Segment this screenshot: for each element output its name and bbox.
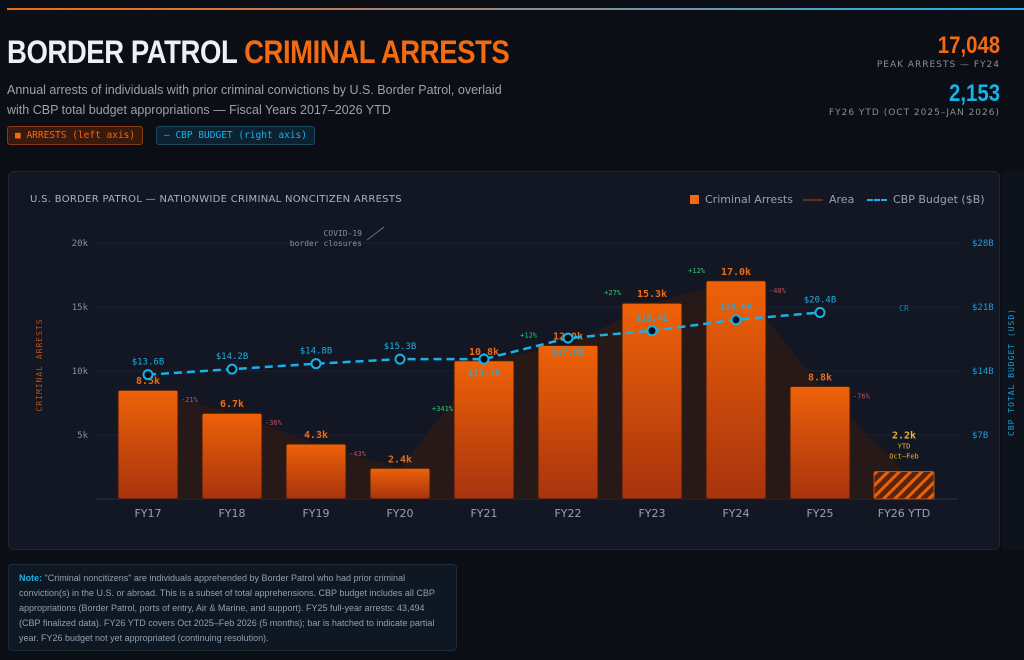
budget-point: [226, 363, 238, 375]
budget-point: [562, 332, 574, 344]
bar-value-label: 2.2k: [892, 430, 916, 441]
bar-fy19: [285, 443, 347, 500]
page-title: BORDER PATROL CRIMINAL ARRESTS: [7, 34, 510, 70]
x-tick-label: FY22: [554, 507, 581, 520]
budget-point: [478, 353, 490, 365]
change-label: +27%: [604, 289, 622, 297]
chart-title: U.S. BORDER PATROL — NATIONWIDE CRIMINAL…: [30, 194, 402, 205]
bar-fy23: [621, 302, 683, 500]
ytd-stat: 2,153 FY26 YTD (OCT 2025–JAN 2026): [828, 80, 1000, 118]
y-tick-label: 15k: [72, 303, 89, 313]
budget-label: $17.6B: [552, 348, 585, 358]
budget-point: [310, 358, 322, 370]
change-label: -76%: [853, 392, 871, 400]
x-tick-label: FY26 YTD: [878, 507, 930, 520]
bar-value-label: 8.8k: [808, 372, 832, 383]
x-tick-label: FY24: [722, 507, 749, 520]
y-tick-label: 20k: [72, 239, 89, 249]
change-label: +12%: [688, 267, 706, 275]
bar-value-label: 6.7k: [220, 399, 244, 410]
x-tick-label: FY19: [302, 507, 329, 520]
annotation-leader: [366, 226, 385, 241]
budget-label: $20.4B: [804, 295, 837, 305]
change-label: +341%: [432, 405, 454, 413]
legend-arrests: Criminal Arrests: [690, 193, 793, 206]
x-tick-label: FY18: [218, 507, 245, 520]
bar-fy26-ytd: [873, 470, 935, 500]
budget-label: $19.6B: [720, 303, 753, 313]
x-tick-label: FY21: [470, 507, 497, 520]
bar-fy17: [117, 389, 179, 500]
bar-fy25: [789, 385, 851, 500]
footnote: Note: "Criminal noncitizens" are individ…: [8, 564, 457, 651]
budget-line: [147, 311, 821, 376]
budget-point: [730, 314, 742, 326]
x-tick-label: FY25: [806, 507, 833, 520]
subtitle: Annual arrests of individuals with prior…: [7, 83, 502, 117]
bar-fy21: [453, 360, 515, 500]
budget-point: [814, 306, 826, 318]
accent-bar: [7, 8, 1024, 10]
y-tick-label: 5k: [77, 431, 88, 441]
y2-axis-label: CBP TOTAL BUDGET (USD): [1007, 308, 1016, 436]
peak-stat: 17,048 PEAK ARRESTS — FY24: [876, 32, 1000, 70]
bar-value-label: 17.0k: [721, 267, 751, 278]
scroll-strip: [1002, 171, 1024, 550]
change-label: -21%: [181, 396, 199, 404]
budget-point: [142, 369, 154, 381]
legend-budget: CBP Budget ($B): [867, 193, 985, 206]
budget-label: $14.8B: [300, 347, 333, 357]
bar-value-label: 2.4k: [388, 454, 412, 465]
bar-fy20: [369, 467, 431, 500]
bar-value-label: 8.5k: [136, 376, 160, 387]
change-label: -48%: [769, 287, 787, 295]
bar-value-label: 10.8k: [469, 347, 499, 358]
budget-label: $15.3B: [384, 342, 417, 352]
y2-tick-label: $28B: [972, 239, 994, 249]
budget-label: $18.4B: [636, 314, 669, 324]
ytd-label: YTD: [898, 442, 911, 450]
bar-value-label: 15.3k: [637, 289, 667, 300]
arrests-axis-chip: ■ ARRESTS (left axis): [7, 126, 144, 145]
bar-fy18: [201, 412, 263, 500]
y2-tick-label: $14B: [972, 367, 994, 377]
budget-axis-chip: — CBP BUDGET (right axis): [156, 126, 315, 145]
bar-fy22: [537, 344, 599, 500]
x-tick-label: FY17: [134, 507, 161, 520]
annotation-text: COVID-19: [323, 229, 362, 238]
bar-fy24: [705, 280, 767, 500]
budget-point: [646, 325, 658, 337]
ytd-range-label: Oct–Feb: [889, 452, 919, 460]
budget-label: $13.6B: [132, 358, 165, 368]
x-tick-label: FY23: [638, 507, 665, 520]
annotation-text: border closures: [290, 239, 362, 248]
y2-tick-label: $7B: [972, 431, 988, 441]
y-tick-label: 10k: [72, 367, 89, 377]
y2-tick-label: $21B: [972, 303, 994, 313]
budget-label: CR: [899, 304, 909, 313]
legend-area: Area: [803, 193, 854, 206]
x-tick-label: FY20: [386, 507, 413, 520]
bar-value-label: 4.3k: [304, 430, 328, 441]
change-label: -43%: [349, 450, 367, 458]
change-label: +12%: [520, 331, 538, 339]
y-axis-label: CRIMINAL ARRESTS: [35, 318, 44, 411]
budget-label: $14.2B: [216, 352, 249, 362]
change-label: -36%: [265, 419, 283, 427]
budget-point: [394, 353, 406, 365]
budget-label: $15.3B: [468, 369, 501, 379]
